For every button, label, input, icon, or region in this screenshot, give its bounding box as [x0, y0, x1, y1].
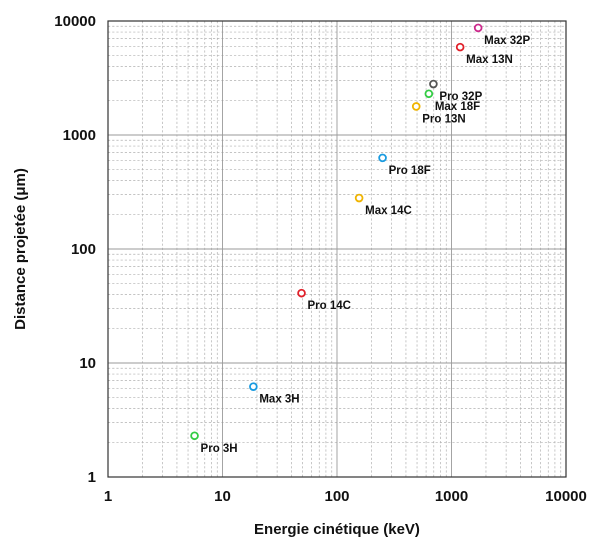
x-tick-label: 10000 [545, 488, 587, 505]
data-point [411, 102, 421, 111]
y-tick-label: 10 [79, 355, 96, 372]
x-tick-label: 1 [104, 488, 112, 505]
data-point [378, 153, 387, 163]
data-point-label: Pro 32P [439, 91, 482, 103]
data-point-label: Max 32P [484, 35, 530, 47]
data-point [429, 79, 438, 89]
data-point [249, 382, 258, 391]
data-point-label: Max 13N [466, 54, 513, 66]
data-point [424, 89, 434, 99]
data-point [455, 42, 465, 52]
y-tick-label: 1000 [63, 127, 96, 144]
x-axis-title: Energie cinétique (keV) [254, 521, 420, 538]
data-point-label: Pro 14C [308, 300, 351, 312]
x-tick-label: 10 [214, 488, 231, 505]
axis-tick-labels: 1 10 100 1000 10000 1 10 100 1000 10000 [54, 13, 587, 505]
data-point [473, 23, 483, 33]
y-tick-label: 10000 [54, 13, 96, 30]
plot-frame [107, 20, 567, 478]
data-points: Pro 3H Max 3H Pro 14C Max 14C Pro 18F Pro 13N… [190, 23, 531, 455]
data-point [190, 431, 199, 441]
data-point [297, 288, 306, 298]
data-point-label: Pro 3H [201, 443, 238, 455]
y-axis-title: Distance projetée (μm) [12, 168, 29, 330]
data-point-label: Max 18F [435, 101, 480, 113]
data-point-label: Max 14C [365, 205, 412, 217]
y-tick-label: 1 [88, 469, 96, 486]
y-tick-label: 100 [71, 241, 96, 258]
x-tick-label: 100 [324, 488, 349, 505]
data-point-label: Pro 13N [422, 113, 465, 125]
data-point-label: Pro 18F [389, 165, 431, 177]
data-point [354, 193, 364, 203]
chart-grid [107, 20, 567, 478]
data-point-label: Max 3H [259, 394, 299, 406]
x-tick-label: 1000 [435, 488, 468, 505]
